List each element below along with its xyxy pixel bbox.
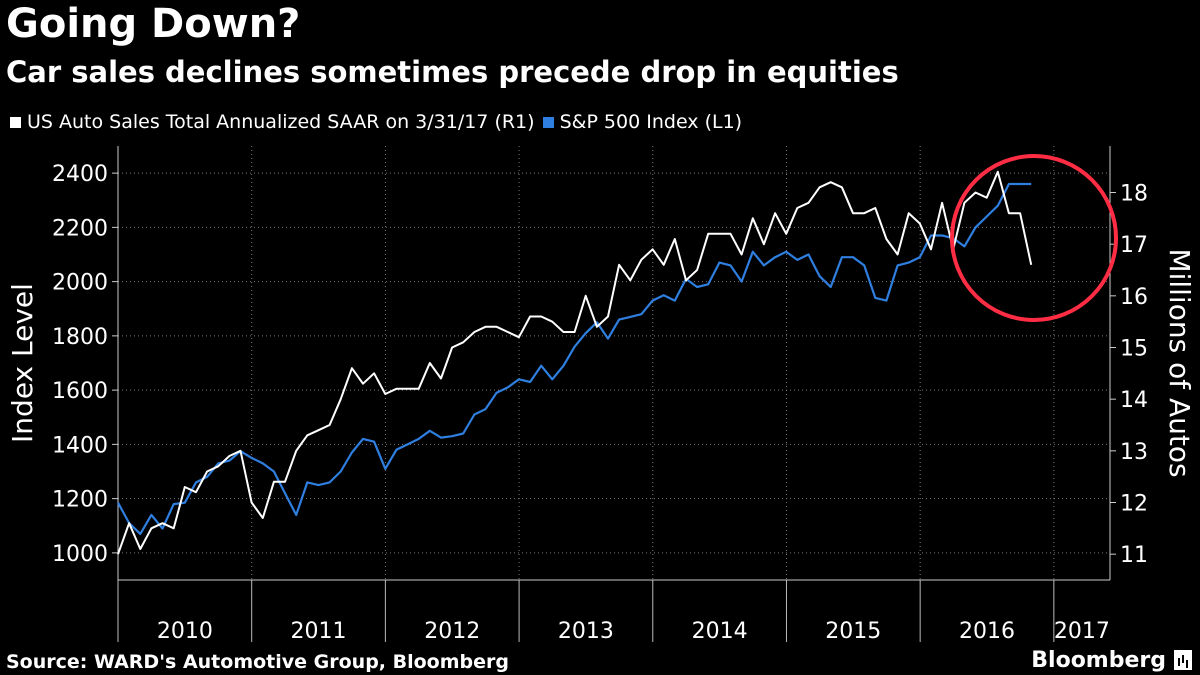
right-tick-label: 17 xyxy=(1120,233,1148,258)
right-tick-label: 16 xyxy=(1120,285,1148,310)
x-tick-label: 2014 xyxy=(692,619,748,644)
x-tick-label: 2016 xyxy=(959,619,1015,644)
sp500-line xyxy=(117,182,1032,536)
chart-subtitle: Car sales declines sometimes precede dro… xyxy=(6,55,899,89)
right-axis-title: Millions of Autos xyxy=(1163,248,1196,477)
legend-sp-label: S&P 500 Index (L1) xyxy=(559,111,743,133)
legend-item-sp: S&P 500 Index (L1) xyxy=(542,110,743,134)
left-tick-label: 1200 xyxy=(52,488,108,513)
left-axis-title: Index Level xyxy=(6,283,39,443)
left-tick-label: 2000 xyxy=(52,271,108,296)
legend: US Auto Sales Total Annualized SAAR on 3… xyxy=(10,110,742,134)
sp-swatch xyxy=(542,116,554,128)
right-tick-label: 14 xyxy=(1120,388,1148,413)
x-tick-label: 2012 xyxy=(424,619,480,644)
left-tick-label: 2400 xyxy=(52,162,108,187)
right-tick-label: 15 xyxy=(1120,337,1148,362)
left-tick-label: 1000 xyxy=(52,542,108,567)
right-tick-label: 13 xyxy=(1120,440,1148,465)
left-tick-label: 1800 xyxy=(52,325,108,350)
legend-auto-label: US Auto Sales Total Annualized SAAR on 3… xyxy=(27,111,535,133)
auto-swatch xyxy=(10,116,21,128)
x-tick-label: 2017 xyxy=(1054,619,1110,644)
left-tick-label: 2200 xyxy=(52,216,108,241)
brand-logo-text: Bloomberg xyxy=(1031,648,1166,673)
x-tick-label: 2010 xyxy=(157,619,213,644)
x-tick-label: 2011 xyxy=(291,619,347,644)
left-tick-label: 1400 xyxy=(52,433,108,458)
right-tick-label: 11 xyxy=(1120,543,1148,568)
left-tick-label: 1600 xyxy=(52,379,108,404)
auto-sales-line xyxy=(117,170,1033,555)
legend-item-auto: US Auto Sales Total Annualized SAAR on 3… xyxy=(10,110,535,134)
annotation-circle xyxy=(950,154,1118,322)
right-tick-label: 18 xyxy=(1120,182,1148,207)
right-tick-label: 12 xyxy=(1120,492,1148,517)
bloomberg-icon xyxy=(1174,650,1192,670)
x-tick-label: 2013 xyxy=(558,619,614,644)
source-note: Source: WARD's Automotive Group, Bloombe… xyxy=(6,651,509,673)
chart-title: Going Down? xyxy=(6,1,301,47)
x-tick-label: 2015 xyxy=(825,619,881,644)
